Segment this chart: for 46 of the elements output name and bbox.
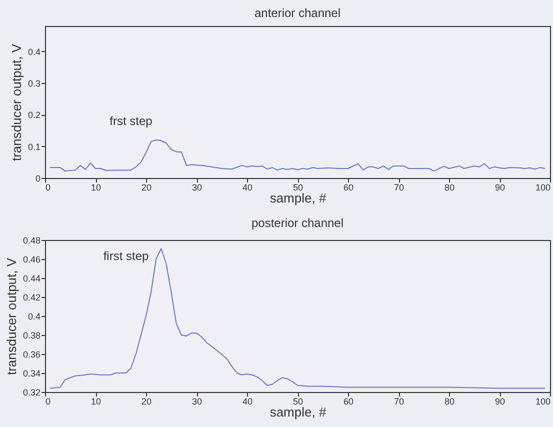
x-tick-label: 70 [394, 396, 404, 406]
x-tick-label: 20 [141, 396, 152, 406]
y-tick-label: 0.1 [28, 142, 40, 152]
chart-title: anterior channel [254, 6, 341, 20]
x-tick-label: 70 [394, 182, 404, 192]
x-tick-label: 50 [292, 396, 304, 406]
x-tick-label: 90 [494, 396, 506, 406]
x-tick-label: 40 [242, 396, 253, 406]
y-tick-label: 0.2 [28, 110, 40, 120]
annotation: first step [103, 249, 149, 263]
x-tick-label: 10 [90, 182, 102, 192]
y-tick-label: 0.34 [22, 368, 40, 378]
x-tick-label: 0 [46, 182, 51, 192]
y-axis-title: transducer output, V [4, 258, 19, 376]
y-tick-label: 0.4 [28, 312, 40, 322]
y-tick-label: 0.42 [22, 292, 40, 302]
x-tick-label: 10 [90, 396, 102, 406]
x-tick-label: 90 [494, 182, 506, 192]
x-tick-label: 40 [242, 182, 253, 192]
x-tick-label: 80 [444, 396, 455, 406]
x-tick-label: 30 [192, 396, 202, 406]
x-axis-title: sample, # [270, 190, 327, 206]
x-tick-label: 30 [192, 182, 202, 192]
y-tick-label: 0 [35, 174, 40, 184]
chart-title: posterior channel [251, 216, 344, 230]
line-series [50, 248, 546, 389]
x-tick-label: 80 [444, 182, 455, 192]
y-tick-label: 0.3 [28, 78, 40, 88]
y-tick-label: 0.4 [28, 46, 40, 57]
x-tick-label: 0 [46, 396, 51, 406]
y-tick-label: 0.36 [22, 350, 40, 360]
y-tick-label: 0.38 [22, 330, 40, 340]
y-tick-label: 0.32 [22, 388, 40, 398]
y-tick-label: 0.46 [22, 254, 40, 264]
x-axis-title: sample, # [270, 404, 327, 420]
x-tick-label: 50 [292, 182, 304, 192]
y-axis-title: transducer output, V [8, 44, 24, 162]
y-tick-label: 0.48 [22, 236, 40, 246]
x-tick-label: 100 [535, 396, 550, 406]
x-tick-label: 100 [535, 182, 550, 192]
line-series [50, 140, 546, 172]
x-tick-label: 20 [141, 182, 152, 192]
x-tick-label: 60 [343, 396, 354, 406]
x-tick-label: 60 [343, 182, 354, 192]
annotation: frst step [110, 114, 153, 128]
y-tick-label: 0.44 [22, 274, 40, 284]
